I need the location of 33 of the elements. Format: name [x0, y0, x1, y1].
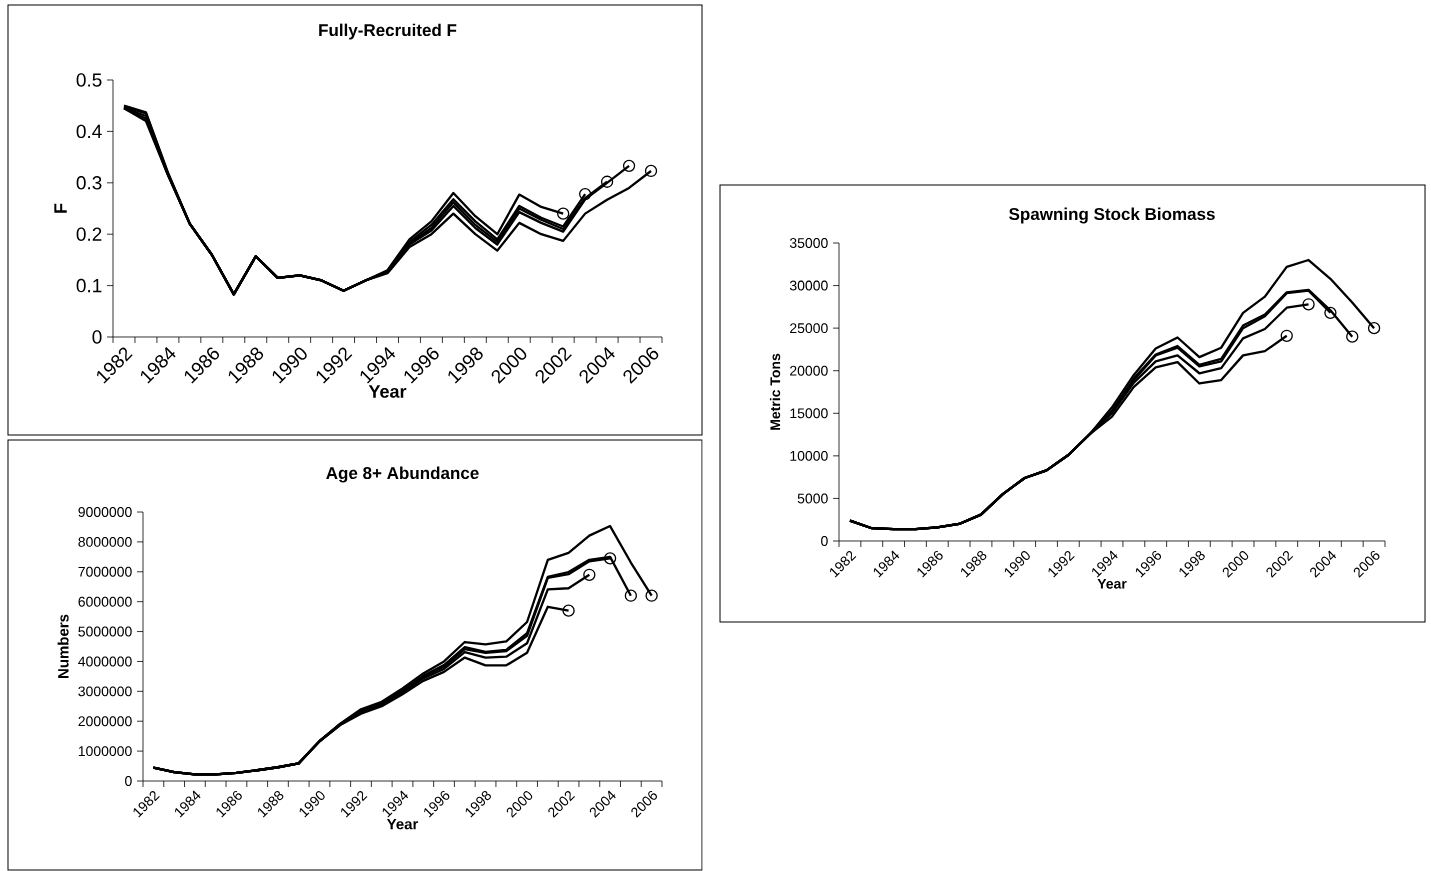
- y-axis-title: Metric Tons: [769, 353, 781, 430]
- y-tick-label: 4000000: [78, 656, 132, 667]
- y-tick-label: 2000000: [78, 716, 132, 727]
- y-tick-label: 25000: [790, 323, 828, 334]
- y-axis-title: Numbers: [57, 614, 69, 679]
- y-tick-label: 9000000: [78, 507, 132, 517]
- y-tick-label: 7000000: [78, 566, 132, 577]
- y-tick-label: 5000: [797, 493, 828, 504]
- y-tick-label: 0.4: [76, 124, 102, 139]
- y-tick-label: 0.3: [76, 176, 102, 190]
- y-tick-label: 0: [92, 330, 102, 344]
- y-tick-label: 0.2: [76, 227, 102, 241]
- x-axis-title: Year: [368, 385, 407, 398]
- y-tick-label: 3000000: [78, 686, 132, 697]
- y-tick-label: 30000: [789, 280, 828, 291]
- y-tick-label: 35000: [789, 238, 828, 248]
- chart-title: Spawning Stock Biomass: [1009, 207, 1215, 224]
- y-tick-label: 5000000: [78, 626, 132, 637]
- y-tick-label: 0: [821, 536, 828, 546]
- chart-title: Fully-Recruited F: [319, 23, 457, 40]
- y-tick-label: 0: [125, 776, 132, 786]
- y-tick-label: 8000000: [78, 536, 132, 547]
- y-tick-label: 6000000: [78, 596, 132, 607]
- x-axis-title: Year: [386, 818, 419, 830]
- chart-title: Age 8+ Abundance: [326, 466, 479, 483]
- y-tick-label: 10000: [790, 450, 828, 461]
- y-tick-label: 20000: [790, 365, 828, 376]
- y-axis-title: F: [54, 203, 67, 213]
- y-tick-label: 15000: [790, 408, 828, 419]
- y-tick-label: 0.1: [76, 278, 102, 293]
- x-axis-title: Year: [1097, 578, 1127, 589]
- y-tick-label: 1000000: [78, 746, 132, 757]
- y-tick-label: 0.5: [76, 73, 102, 87]
